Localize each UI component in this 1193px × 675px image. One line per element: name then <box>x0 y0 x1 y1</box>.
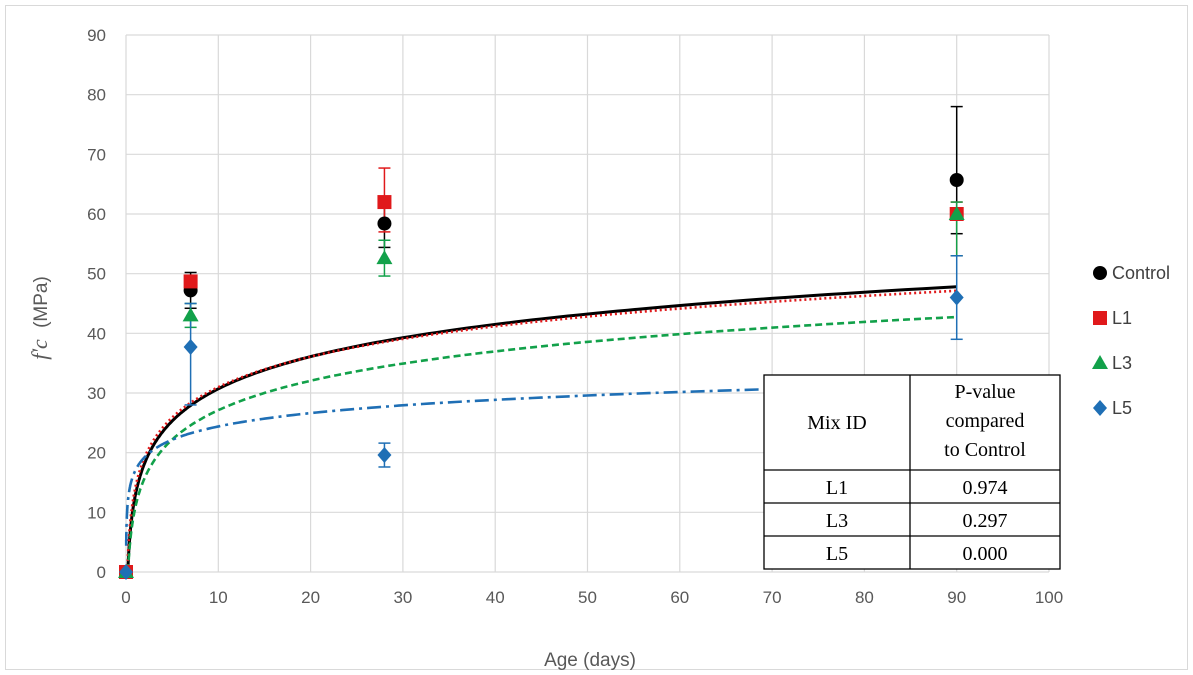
point-l5 <box>377 447 392 464</box>
legend-marker-l1 <box>1093 311 1107 325</box>
x-tick-label: 100 <box>1035 588 1063 607</box>
legend-marker-l5 <box>1093 400 1107 416</box>
y-tick-label: 90 <box>87 26 106 45</box>
y-tick-label: 20 <box>87 444 106 463</box>
y-tick-label: 60 <box>87 205 106 224</box>
trendline-l1 <box>126 289 957 572</box>
y-axis-ticks: 0 10 20 30 40 50 60 70 80 90 <box>87 26 106 582</box>
point-l1 <box>183 274 198 289</box>
trendlines <box>124 285 957 572</box>
trendline-l3 <box>126 315 957 572</box>
point-l5 <box>949 289 964 306</box>
point-control <box>377 216 392 231</box>
point-l3 <box>376 250 393 265</box>
table-header-pvalue-line3: to Control <box>944 439 1026 461</box>
legend-label: L1 <box>1112 308 1132 328</box>
y-tick-label: 30 <box>87 384 106 403</box>
y-tick-label: 0 <box>97 563 106 582</box>
x-tick-label: 60 <box>670 588 689 607</box>
x-tick-label: 0 <box>121 588 130 607</box>
x-axis-title: Age (days) <box>544 650 636 671</box>
x-tick-label: 40 <box>486 588 505 607</box>
x-axis-ticks: 0 10 20 30 40 50 60 70 80 90 100 <box>121 588 1063 607</box>
x-tick-label: 80 <box>855 588 874 607</box>
table-cell-pvalue: 0.974 <box>963 477 1008 499</box>
table-header-pvalue-line2: compared <box>946 410 1025 432</box>
point-l3 <box>948 206 965 220</box>
legend-marker-l3 <box>1092 355 1108 369</box>
data-points <box>118 172 965 580</box>
y-axis-title: f'c (MPa) <box>27 276 52 360</box>
table-cell-mix: L5 <box>826 543 848 565</box>
table-cell-pvalue: 0.297 <box>963 510 1008 532</box>
table-cell-pvalue: 0.000 <box>963 543 1008 565</box>
table-header-pvalue-line1: P-value <box>954 381 1015 403</box>
x-tick-label: 90 <box>947 588 966 607</box>
point-l3 <box>182 307 199 322</box>
y-axis-symbol: f'c <box>27 339 52 360</box>
x-tick-label: 50 <box>578 588 597 607</box>
x-tick-label: 30 <box>393 588 412 607</box>
y-tick-label: 80 <box>87 86 106 105</box>
x-tick-label: 10 <box>209 588 228 607</box>
table-cell-mix: L1 <box>826 477 848 499</box>
table-cell-mix: L3 <box>826 510 848 532</box>
legend-marker-control <box>1093 266 1107 280</box>
point-l1 <box>377 195 392 210</box>
legend-label: L5 <box>1112 398 1132 418</box>
y-tick-label: 50 <box>87 265 106 284</box>
legend-label: Control <box>1112 263 1170 283</box>
table-background <box>763 374 1061 570</box>
y-tick-label: 10 <box>87 503 106 522</box>
legend: Control L1 L3 L5 <box>1092 263 1170 418</box>
point-l5 <box>183 339 198 356</box>
trendline-l5 <box>124 382 957 546</box>
y-tick-label: 40 <box>87 324 106 343</box>
chart-frame <box>5 5 1188 670</box>
legend-label: L3 <box>1112 353 1132 373</box>
y-tick-label: 70 <box>87 145 106 164</box>
point-l5 <box>119 564 133 580</box>
x-tick-label: 70 <box>763 588 782 607</box>
p-value-table: Mix ID P-value compared to Control L1 0.… <box>763 374 1061 570</box>
x-tick-label: 20 <box>301 588 320 607</box>
y-axis-unit: (MPa) <box>31 276 52 328</box>
table-header-mix-id: Mix ID <box>807 412 866 434</box>
point-control <box>949 172 964 187</box>
